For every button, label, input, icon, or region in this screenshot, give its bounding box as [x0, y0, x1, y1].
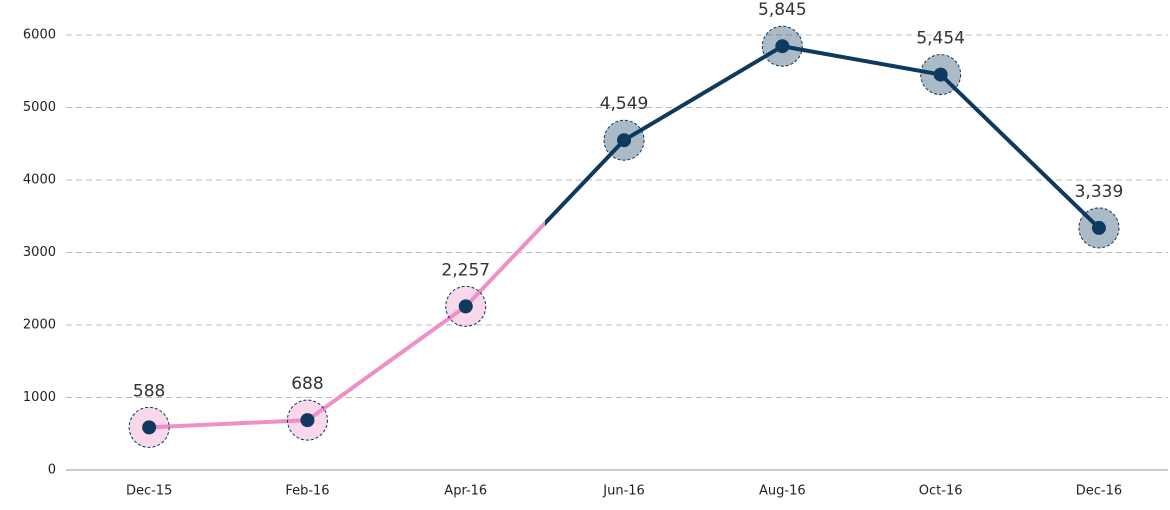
marker [142, 420, 157, 435]
marker [458, 299, 473, 314]
x-tick-label: Aug-16 [759, 484, 806, 499]
marker [775, 39, 790, 54]
y-tick-label: 1000 [23, 390, 56, 405]
y-tick-label: 2000 [23, 318, 56, 333]
value-label: 4,549 [600, 94, 649, 114]
value-label: 5,845 [758, 0, 807, 20]
y-tick-label: 3000 [23, 245, 56, 260]
marker [933, 67, 948, 82]
y-tick-label: 6000 [23, 28, 56, 43]
y-tick-label: 0 [48, 463, 56, 478]
x-tick-label: Dec-15 [126, 484, 172, 499]
marker [300, 413, 315, 428]
x-tick-label: Feb-16 [285, 484, 329, 499]
marker [617, 133, 632, 148]
value-label: 5,454 [916, 29, 965, 49]
value-label: 2,257 [441, 260, 490, 280]
y-tick-label: 5000 [23, 100, 56, 115]
x-tick-label: Oct-16 [919, 484, 963, 499]
x-tick-label: Apr-16 [444, 484, 487, 499]
x-tick-label: Dec-16 [1076, 484, 1122, 499]
marker [1091, 220, 1106, 235]
value-label: 3,339 [1075, 182, 1124, 202]
y-tick-label: 4000 [23, 173, 56, 188]
value-label: 688 [291, 374, 323, 394]
value-label: 588 [133, 381, 165, 401]
x-tick-label: Jun-16 [602, 484, 645, 499]
